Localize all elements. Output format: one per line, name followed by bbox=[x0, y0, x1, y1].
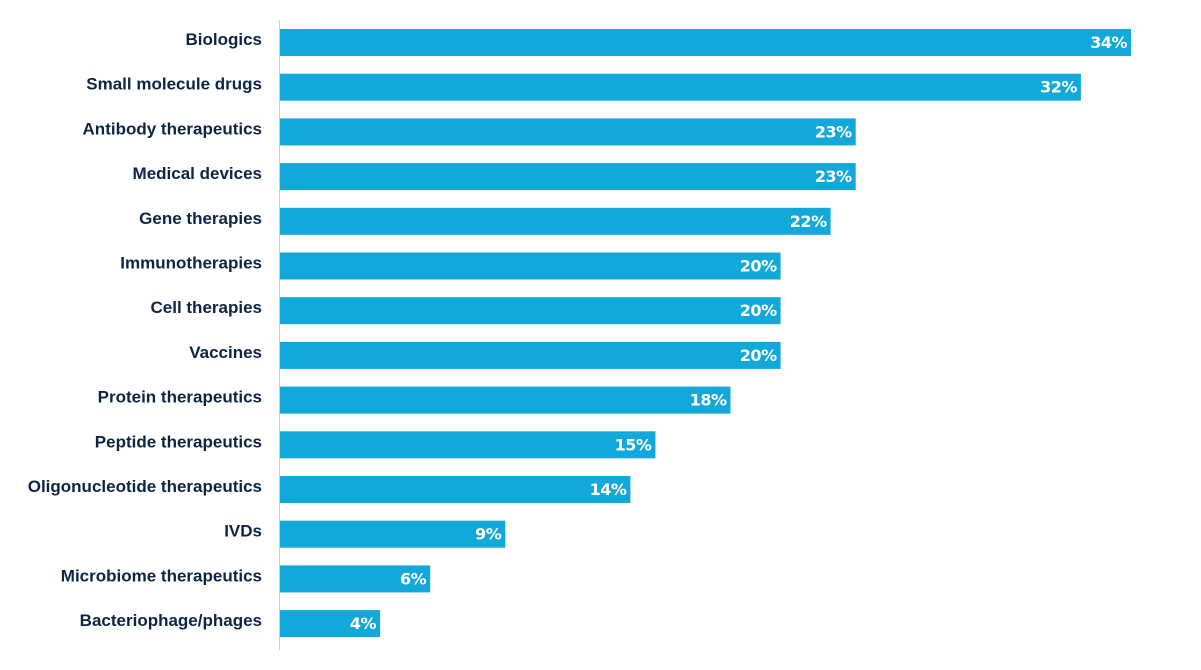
value-label-0: 34% bbox=[1090, 33, 1127, 52]
value-label-7: 20% bbox=[740, 346, 777, 365]
category-label-12: Microbiome therapeutics bbox=[61, 566, 262, 585]
category-label-4: Gene therapies bbox=[139, 209, 262, 228]
category-label-0: Biologics bbox=[185, 30, 262, 49]
category-label-10: Oligonucleotide therapeutics bbox=[28, 477, 262, 496]
bar-10 bbox=[280, 476, 631, 503]
value-label-6: 20% bbox=[740, 301, 777, 320]
value-label-1: 32% bbox=[1040, 78, 1077, 97]
value-label-2: 23% bbox=[815, 122, 852, 141]
bar-5 bbox=[280, 252, 781, 280]
bar-11 bbox=[280, 520, 506, 548]
bar-3 bbox=[280, 163, 856, 191]
category-label-8: Protein therapeutics bbox=[98, 388, 262, 407]
category-label-6: Cell therapies bbox=[151, 298, 263, 317]
value-label-4: 22% bbox=[790, 212, 827, 231]
bar-8 bbox=[280, 386, 731, 414]
bar-1 bbox=[280, 73, 1081, 101]
value-label-12: 6% bbox=[400, 569, 427, 588]
value-label-9: 15% bbox=[615, 435, 652, 454]
category-label-13: Bacteriophage/phages bbox=[80, 611, 262, 630]
value-label-11: 9% bbox=[475, 525, 502, 544]
value-label-8: 18% bbox=[690, 391, 727, 410]
category-label-7: Vaccines bbox=[189, 343, 262, 362]
bar-2 bbox=[280, 118, 856, 146]
category-label-2: Antibody therapeutics bbox=[83, 119, 262, 138]
category-label-3: Medical devices bbox=[133, 164, 262, 183]
bar-7 bbox=[280, 341, 781, 369]
value-label-5: 20% bbox=[740, 257, 777, 276]
category-label-5: Immunotherapies bbox=[120, 253, 262, 272]
value-label-10: 14% bbox=[590, 480, 627, 499]
bar-9 bbox=[280, 431, 656, 459]
value-label-13: 4% bbox=[350, 614, 377, 633]
category-label-9: Peptide therapeutics bbox=[95, 432, 262, 451]
value-label-3: 23% bbox=[815, 167, 852, 186]
category-label-11: IVDs bbox=[224, 522, 262, 541]
bar-6 bbox=[280, 297, 781, 325]
bar-13 bbox=[280, 610, 381, 638]
bar-4 bbox=[280, 207, 831, 235]
bar-12 bbox=[280, 565, 431, 593]
category-label-1: Small molecule drugs bbox=[86, 75, 262, 94]
bar-0 bbox=[280, 29, 1131, 56]
